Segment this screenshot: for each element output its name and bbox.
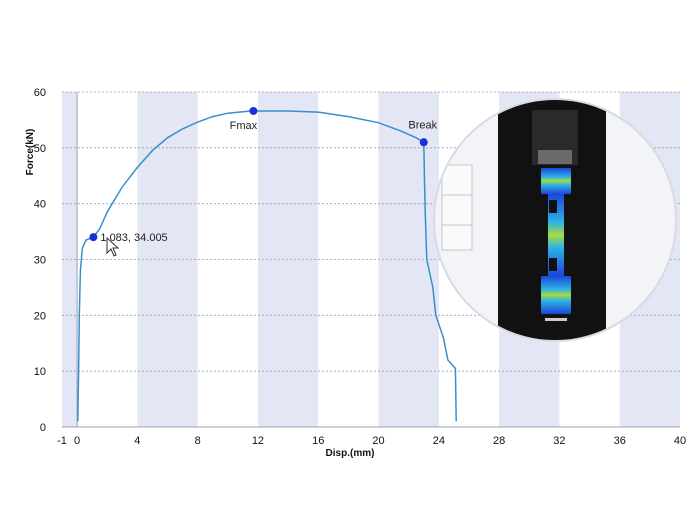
y-axis-label: Force(kN) <box>25 129 36 176</box>
x-tick-label: 12 <box>252 435 264 447</box>
x-tick-label: 0 <box>74 435 80 447</box>
y-tick-label: 40 <box>34 199 46 211</box>
x-tick-label: 4 <box>134 435 140 447</box>
x-tick-label: 20 <box>372 435 384 447</box>
x-tick-label: 40 <box>674 435 686 447</box>
x-tick-label: 8 <box>195 435 201 447</box>
x-tick-label: -1 <box>57 435 67 447</box>
x-tick-label: 36 <box>614 435 626 447</box>
x-tick-labels: -1 0 4 8 12 16 20 24 28 32 36 40 <box>57 435 686 447</box>
y-tick-label: 60 <box>34 87 46 99</box>
y-tick-label: 50 <box>34 143 46 155</box>
marker-point <box>89 233 98 242</box>
specimen-inset <box>433 98 677 342</box>
cursor-icon <box>106 236 120 257</box>
x-tick-label: 24 <box>433 435 445 447</box>
marker-label: Break <box>408 119 437 131</box>
band <box>378 92 439 427</box>
x-tick-label: 16 <box>312 435 324 447</box>
marker-point <box>419 138 428 147</box>
data-markers <box>89 106 428 242</box>
x-tick-label: 28 <box>493 435 505 447</box>
y-tick-label: 0 <box>40 422 46 434</box>
marker-point <box>249 106 258 115</box>
marker-labels: 1.083, 34.005 Fmax Break <box>100 119 437 244</box>
grid-lines <box>62 91 680 428</box>
marker-label: 1.083, 34.005 <box>100 232 167 244</box>
y-tick-label: 20 <box>34 310 46 322</box>
marker-label: Fmax <box>230 120 258 132</box>
y-tick-label: 10 <box>34 366 46 378</box>
y-tick-label: 30 <box>34 255 46 267</box>
x-axis-label: Disp.(mm) <box>326 448 375 459</box>
x-tick-label: 32 <box>553 435 565 447</box>
y-tick-labels: 0 10 20 30 40 50 60 <box>34 87 46 434</box>
band <box>62 92 78 427</box>
